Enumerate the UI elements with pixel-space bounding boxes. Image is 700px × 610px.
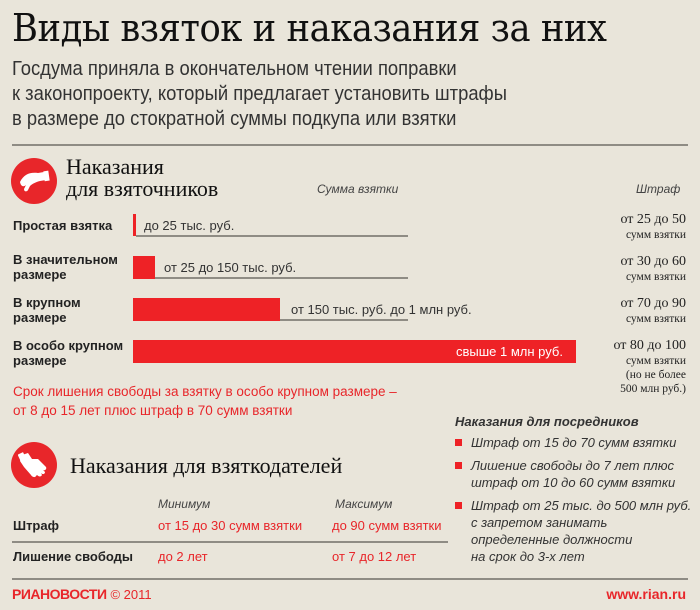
row-label-line: размере — [13, 310, 67, 325]
subtitle-line: Госдума приняла в окончательном чтении п… — [12, 58, 457, 80]
divider — [12, 541, 448, 543]
bar-baseline — [136, 235, 408, 237]
list-item-line: на срок до 3-х лет — [471, 549, 585, 564]
row-label-line: В особо крупном — [13, 338, 124, 353]
fine-line: от 25 до 50 — [620, 212, 686, 227]
fine-line: сумм взятки — [625, 313, 686, 325]
row-label: В значительном размере — [13, 252, 118, 282]
list-item-line: Штраф от 15 до 70 сумм взятки — [471, 435, 677, 450]
fine-line: 500 млн руб.) — [620, 383, 686, 395]
bar-label: до 25 тыс. руб. — [144, 218, 235, 233]
bar-baseline — [280, 319, 408, 321]
bar-label: свыше 1 млн руб. — [456, 344, 563, 359]
bar-large — [133, 298, 280, 321]
max-value: до 90 сумм взятки — [332, 518, 442, 533]
bullet-icon — [455, 502, 462, 509]
website-link[interactable]: www.rian.ru — [606, 586, 686, 602]
hand-taking-icon — [11, 158, 57, 204]
fine-line: от 30 до 60 — [620, 254, 686, 269]
row-label: Штраф — [13, 518, 59, 533]
column-header-min: Минимум — [158, 497, 211, 511]
min-value: до 2 лет — [158, 549, 208, 564]
list-item-line: с запретом занимать — [471, 515, 608, 530]
bar-baseline — [155, 277, 408, 279]
fine-line: от 70 до 90 — [620, 296, 686, 311]
page-subtitle: Госдума приняла в окончательном чтении п… — [12, 57, 507, 132]
fine-line: от 80 до 100 — [613, 338, 686, 353]
imprisonment-note: Срок лишения свободы за взятку в особо к… — [13, 382, 397, 420]
column-header-max: Максимум — [335, 497, 393, 511]
subtitle-line: в размере до стократной суммы подкупа ил… — [12, 108, 457, 130]
fine-value: от 70 до 90 сумм взятки — [620, 296, 686, 326]
section-title-line: Наказания — [66, 154, 164, 179]
column-header-fine: Штраф — [636, 182, 681, 196]
list-item-line: Штраф от 25 тыс. до 500 млн руб. — [471, 498, 692, 513]
list-item: Лишение свободы до 7 лет плюс штраф от 1… — [455, 457, 695, 491]
list-item-line: штраф от 10 до 60 сумм взятки — [471, 475, 676, 490]
brand-logo: РИАНОВОСТИ — [12, 586, 107, 602]
bar-very-large — [133, 340, 576, 363]
min-value: от 15 до 30 сумм взятки — [158, 518, 303, 533]
fine-value: от 25 до 50 сумм взятки — [620, 212, 686, 242]
row-label-line: размере — [13, 353, 67, 368]
fine-value: от 80 до 100 сумм взятки (но не более 50… — [613, 338, 686, 396]
list-item: Штраф от 25 тыс. до 500 млн руб. с запре… — [455, 497, 695, 565]
handshake-icon — [11, 442, 57, 488]
row-label: Лишение свободы — [13, 549, 134, 564]
row-label: В особо крупном размере — [13, 338, 123, 368]
max-value: от 7 до 12 лет — [332, 549, 417, 564]
section-title-bribe-takers: Наказания для взяточников — [66, 156, 218, 200]
list-item: Штраф от 15 до 70 сумм взятки — [455, 434, 695, 451]
list-item-line: определенные должности — [471, 532, 633, 547]
divider — [12, 144, 688, 146]
section-title-bribe-givers: Наказания для взяткодателей — [70, 453, 343, 478]
section-title-line: для взяточников — [66, 176, 219, 201]
intermediaries-title: Наказания для посредников — [455, 414, 639, 429]
note-line: от 8 до 15 лет плюс штраф в 70 сумм взят… — [13, 403, 293, 418]
bullet-icon — [455, 462, 462, 469]
fine-line: (но не более — [625, 369, 686, 381]
fine-value: от 30 до 60 сумм взятки — [620, 254, 686, 284]
bullet-icon — [455, 439, 462, 446]
intermediaries-list: Штраф от 15 до 70 сумм взятки Лишение св… — [455, 434, 695, 565]
fine-line: сумм взятки — [625, 271, 686, 283]
fine-line: сумм взятки — [625, 355, 686, 367]
fine-line: сумм взятки — [625, 229, 686, 241]
note-line: Срок лишения свободы за взятку в особо к… — [13, 384, 397, 399]
row-label-line: размере — [13, 267, 67, 282]
row-label-line: В значительном — [13, 252, 118, 267]
bar-label: от 150 тыс. руб. до 1 млн руб. — [291, 302, 472, 317]
row-label-line: В крупном — [13, 295, 81, 310]
page-title: Виды взяток и наказания за них — [12, 6, 607, 50]
column-header-amount: Сумма взятки — [317, 182, 399, 196]
footer-credit: РИАНОВОСТИ © 2011 — [12, 586, 152, 602]
copyright: © 2011 — [110, 587, 152, 602]
bar-significant — [133, 256, 155, 279]
bar-simple-bribe — [133, 214, 136, 236]
row-label: Простая взятка — [13, 218, 113, 233]
row-label: В крупном размере — [13, 295, 81, 325]
list-item-line: Лишение свободы до 7 лет плюс — [471, 458, 675, 473]
divider — [12, 578, 688, 580]
subtitle-line: к законопроекту, который предлагает уста… — [12, 83, 507, 105]
bar-label: от 25 до 150 тыс. руб. — [164, 260, 297, 275]
